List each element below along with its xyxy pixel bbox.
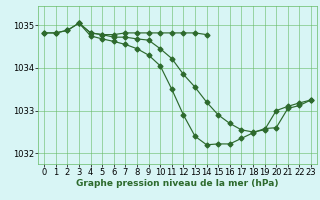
X-axis label: Graphe pression niveau de la mer (hPa): Graphe pression niveau de la mer (hPa) xyxy=(76,179,279,188)
